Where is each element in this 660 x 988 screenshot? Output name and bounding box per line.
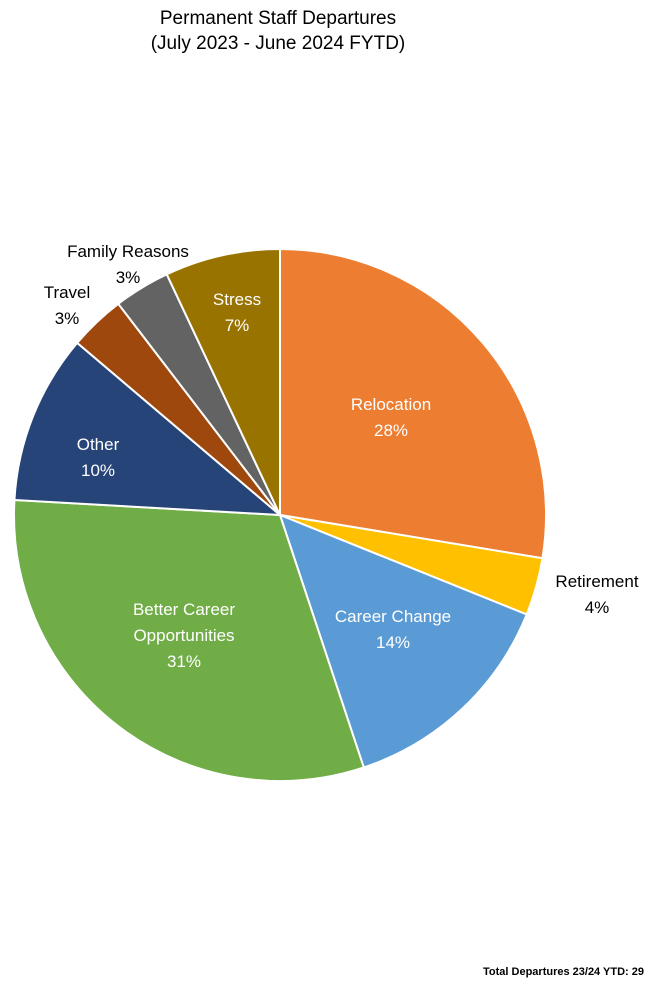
total-departures-note: Total Departures 23/24 YTD: 29 xyxy=(483,966,644,978)
slice-label-stress: Stress 7% xyxy=(213,290,261,335)
pie-slice-career-change xyxy=(278,513,529,769)
slice-label-career-change: Career Change 14% xyxy=(335,607,451,652)
slice-label-other: Other 10% xyxy=(77,435,120,480)
pie-slice-stress xyxy=(165,247,281,516)
slice-label-relocation: Relocation 28% xyxy=(351,395,431,440)
chart-title: Permanent Staff Departures (July 2023 - … xyxy=(0,6,556,56)
slice-label-family-reasons: Family Reasons 3% xyxy=(67,242,189,287)
slice-label-better-career-opportunities: Better Career Opportunities 31% xyxy=(133,600,235,671)
slice-label-retirement: Retirement 4% xyxy=(555,572,638,617)
pie-slice-relocation xyxy=(279,247,547,560)
pie-slice-better-career-opportunities xyxy=(13,498,366,782)
pie-slice-other xyxy=(13,341,283,517)
slice-label-travel: Travel 3% xyxy=(44,283,91,328)
chart-title-line-1: Permanent Staff Departures xyxy=(159,8,397,29)
chart-title-line-2: (July 2023 - June 2024 FYTD) xyxy=(150,33,406,54)
